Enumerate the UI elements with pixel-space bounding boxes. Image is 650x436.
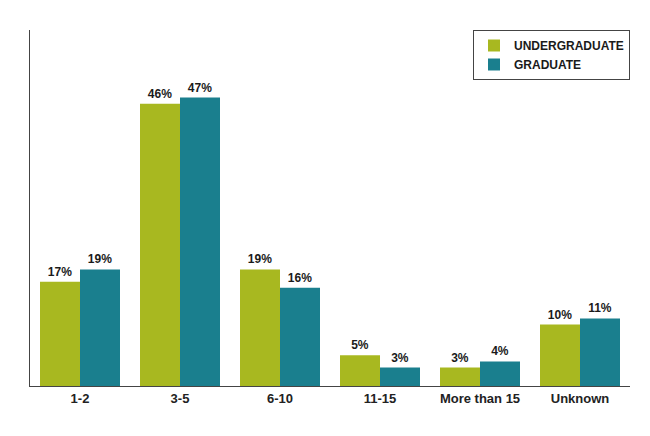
svg-text:5%: 5% xyxy=(351,338,369,352)
svg-text:47%: 47% xyxy=(188,81,212,95)
svg-text:19%: 19% xyxy=(248,252,272,266)
svg-text:17%: 17% xyxy=(48,265,72,279)
svg-text:11-15: 11-15 xyxy=(364,391,397,406)
svg-text:GRADUATE: GRADUATE xyxy=(514,58,581,72)
svg-text:3%: 3% xyxy=(451,351,469,365)
svg-text:16%: 16% xyxy=(288,271,312,285)
svg-text:10%: 10% xyxy=(548,308,572,322)
svg-text:3%: 3% xyxy=(391,351,409,365)
svg-text:UNDERGRADUATE: UNDERGRADUATE xyxy=(514,39,624,53)
svg-text:Unknown: Unknown xyxy=(551,391,610,406)
svg-text:46%: 46% xyxy=(148,87,172,101)
svg-text:1-2: 1-2 xyxy=(71,391,90,406)
svg-text:3-5: 3-5 xyxy=(171,391,190,406)
svg-text:11%: 11% xyxy=(588,301,612,315)
svg-text:6-10: 6-10 xyxy=(267,391,293,406)
svg-text:19%: 19% xyxy=(88,252,112,266)
svg-text:More than 15: More than 15 xyxy=(440,391,520,406)
svg-text:4%: 4% xyxy=(491,344,509,358)
